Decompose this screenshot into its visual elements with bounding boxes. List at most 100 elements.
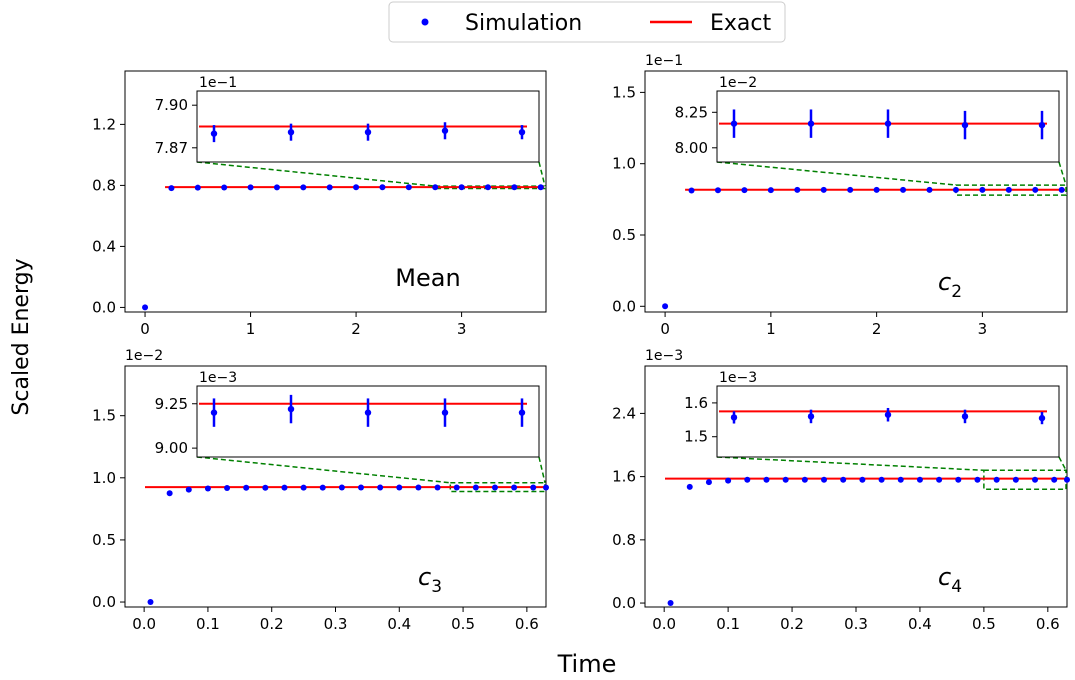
y-offset-text: 1e−1 [645,53,683,69]
x-tick-label: 0.1 [196,615,220,633]
simulation-point [662,303,669,310]
panel-bottom-right: 0.0 0.1 0.2 0.3 0.4 0.5 0.60.00.81.62.41e−31.5… [612,348,1070,633]
y-tick-label: 0.8 [92,176,116,194]
simulation-point [782,476,789,483]
simulation-point [273,184,280,191]
simulation-point [415,484,422,491]
inset-point [807,413,815,420]
inset-point [1038,414,1046,422]
x-tick-label: 0.4 [387,615,411,633]
simulation-point [821,476,828,483]
simulation-point [840,476,847,483]
x-tick-label: 0 [660,320,670,338]
x-tick-label: 0.1 [716,615,740,633]
inset-point [441,409,449,416]
simulation-point [185,486,192,493]
inset-offset-text: 1e−2 [719,75,757,91]
simulation-point [688,187,695,194]
simulation-point [358,484,365,491]
simulation-point [243,484,250,491]
y-tick-label: 1.5 [612,83,636,101]
simulation-point [1064,476,1070,483]
inset-point [364,128,372,136]
simulation-point [224,484,231,491]
inset: 7.87 7.90 1e−1 [155,75,546,187]
inset-y-tick-label: 1.6 [684,394,708,412]
legend-marker-simulation [421,18,429,26]
inset-y-tick-label: 9.00 [155,439,188,457]
simulation-point [741,187,748,194]
simulation-point [319,484,326,491]
simulation-point [705,479,712,486]
simulation-point [926,186,933,193]
panel-label: Mean [395,264,460,292]
simulation-point [1012,476,1019,483]
simulation-point [725,477,732,484]
y-tick-label: 0.0 [92,593,116,611]
simulation-point [166,490,173,497]
simulation-point [1058,186,1065,193]
simulation-point [916,476,923,483]
inset: 9.00 9.25 1e−3 [155,370,546,484]
simulation-point [936,476,943,483]
inset-y-tick-label: 7.87 [155,139,188,157]
y-tick-label: 0.0 [92,298,116,316]
inset-y-tick-label: 1.5 [684,428,708,446]
inset-point [287,405,295,413]
simulation-point [472,484,479,491]
y-tick-label: 1.6 [612,468,636,486]
x-tick-label: 0.6 [1036,615,1060,633]
inset-offset-text: 1e−3 [199,370,237,386]
simulation-point [847,186,854,193]
simulation-point [142,304,149,311]
simulation-point [484,184,491,191]
inset-connector [716,456,984,472]
inset-point [730,120,738,127]
simulation-point [338,484,345,491]
simulation-point [1032,186,1039,193]
legend-label-simulation: Simulation [465,11,582,36]
simulation-point [491,484,498,491]
inset-y-tick-label: 7.90 [155,96,188,114]
x-tick-label: 3 [978,320,988,338]
x-tick-label: 0.3 [324,615,348,633]
inset-y-tick-label: 9.25 [155,395,188,413]
inset-connector [196,456,451,484]
x-tick-label: 2 [872,320,882,338]
y-tick-label: 1.0 [92,469,116,487]
inset: 1.5 1.6 1e−3 [684,370,1067,472]
inset-connector [716,161,957,186]
y-tick-label: 0.0 [612,594,636,612]
inset-point [884,120,892,127]
simulation-point [878,476,885,483]
y-tick-label: 1.2 [92,115,116,133]
simulation-point [434,484,441,491]
simulation-point [763,476,770,483]
x-tick-label: 0.0 [652,615,676,633]
inset: 8.00 8.25 1e−2 [675,75,1067,186]
simulation-point [686,483,693,490]
x-tick-label: 3 [457,320,467,338]
simulation-point [262,484,269,491]
panel-top-left: 0 1 2 3 0.0 0.4 0.8 1.2 7.87 7.90 1e−1 Mean [92,70,547,338]
figure-ylabel: Scaled Energy [9,258,34,415]
y-offset-text: 1e−2 [125,348,163,364]
inset-point [518,128,526,136]
inset-point [1038,121,1046,129]
inset-connector [196,161,436,187]
simulation-point [714,187,721,194]
simulation-point [379,184,386,191]
panel-top-right: 0 1 2 3 0.0 0.5 1.0 1.5 1e−1 8.00 8.25 1e−2 c2 [612,53,1068,338]
x-tick-label: 1 [246,320,256,338]
x-tick-label: 0.5 [972,615,996,633]
simulation-point [511,184,518,191]
simulation-point [458,184,465,191]
inset-point [210,130,218,137]
y-tick-label: 1.0 [612,155,636,173]
inset-point [518,409,526,416]
simulation-point [859,476,866,483]
simulation-point [281,484,288,491]
simulation-point [1051,476,1058,483]
x-tick-label: 0.4 [908,615,932,633]
